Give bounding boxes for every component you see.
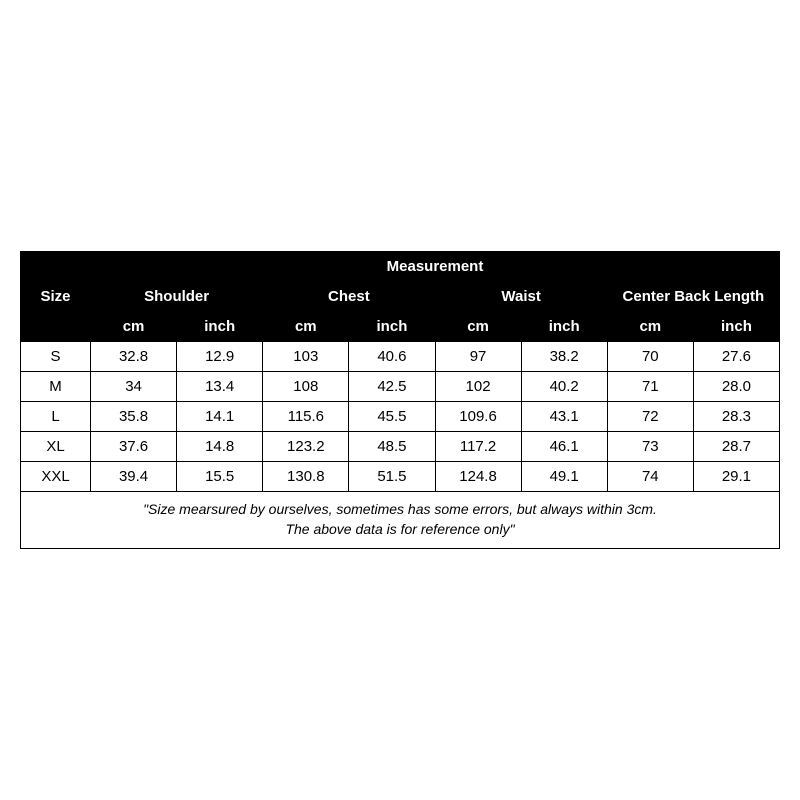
header-unit: inch xyxy=(349,312,435,342)
cell-value: 72 xyxy=(607,402,693,432)
cell-value: 38.2 xyxy=(521,342,607,372)
cell-value: 35.8 xyxy=(91,402,177,432)
header-units-row: cm inch cm inch cm inch cm inch xyxy=(21,312,780,342)
header-group: Center Back Length xyxy=(607,282,779,312)
header-unit: cm xyxy=(263,312,349,342)
cell-value: 74 xyxy=(607,462,693,492)
cell-value: 39.4 xyxy=(91,462,177,492)
header-group: Shoulder xyxy=(91,282,263,312)
cell-size: XL xyxy=(21,432,91,462)
cell-value: 108 xyxy=(263,372,349,402)
cell-value: 29.1 xyxy=(693,462,779,492)
cell-value: 123.2 xyxy=(263,432,349,462)
table-row: XXL 39.4 15.5 130.8 51.5 124.8 49.1 74 2… xyxy=(21,462,780,492)
table-row: M 34 13.4 108 42.5 102 40.2 71 28.0 xyxy=(21,372,780,402)
cell-value: 70 xyxy=(607,342,693,372)
cell-value: 13.4 xyxy=(177,372,263,402)
footnote-cell: "Size mearsured by ourselves, sometimes … xyxy=(21,492,780,548)
footnote-line1: "Size mearsured by ourselves, sometimes … xyxy=(143,501,657,517)
cell-value: 109.6 xyxy=(435,402,521,432)
cell-value: 14.1 xyxy=(177,402,263,432)
cell-value: 27.6 xyxy=(693,342,779,372)
cell-value: 40.6 xyxy=(349,342,435,372)
cell-size: XXL xyxy=(21,462,91,492)
header-group: Chest xyxy=(263,282,435,312)
header-unit: cm xyxy=(91,312,177,342)
cell-value: 45.5 xyxy=(349,402,435,432)
cell-value: 124.8 xyxy=(435,462,521,492)
cell-value: 73 xyxy=(607,432,693,462)
footnote-row: "Size mearsured by ourselves, sometimes … xyxy=(21,492,780,548)
cell-value: 46.1 xyxy=(521,432,607,462)
cell-value: 97 xyxy=(435,342,521,372)
cell-value: 14.8 xyxy=(177,432,263,462)
cell-value: 34 xyxy=(91,372,177,402)
cell-value: 37.6 xyxy=(91,432,177,462)
cell-value: 51.5 xyxy=(349,462,435,492)
cell-value: 103 xyxy=(263,342,349,372)
cell-size: S xyxy=(21,342,91,372)
header-unit: cm xyxy=(607,312,693,342)
cell-size: M xyxy=(21,372,91,402)
cell-value: 42.5 xyxy=(349,372,435,402)
cell-value: 28.7 xyxy=(693,432,779,462)
cell-value: 115.6 xyxy=(263,402,349,432)
cell-value: 71 xyxy=(607,372,693,402)
cell-value: 32.8 xyxy=(91,342,177,372)
table-row: S 32.8 12.9 103 40.6 97 38.2 70 27.6 xyxy=(21,342,780,372)
header-unit: cm xyxy=(435,312,521,342)
cell-value: 102 xyxy=(435,372,521,402)
header-unit: inch xyxy=(693,312,779,342)
cell-value: 40.2 xyxy=(521,372,607,402)
table-row: L 35.8 14.1 115.6 45.5 109.6 43.1 72 28.… xyxy=(21,402,780,432)
size-chart: Size Measurement Shoulder Chest Waist Ce… xyxy=(20,251,780,548)
cell-value: 15.5 xyxy=(177,462,263,492)
header-groups-row: Shoulder Chest Waist Center Back Length xyxy=(21,282,780,312)
header-group: Waist xyxy=(435,282,607,312)
cell-size: L xyxy=(21,402,91,432)
header-unit: inch xyxy=(521,312,607,342)
cell-value: 117.2 xyxy=(435,432,521,462)
size-table: Size Measurement Shoulder Chest Waist Ce… xyxy=(20,251,780,548)
header-unit: inch xyxy=(177,312,263,342)
header-measurement: Measurement xyxy=(91,252,780,282)
cell-value: 28.0 xyxy=(693,372,779,402)
table-body: S 32.8 12.9 103 40.6 97 38.2 70 27.6 M 3… xyxy=(21,342,780,548)
cell-value: 43.1 xyxy=(521,402,607,432)
cell-value: 28.3 xyxy=(693,402,779,432)
cell-value: 49.1 xyxy=(521,462,607,492)
header-size: Size xyxy=(21,252,91,342)
cell-value: 130.8 xyxy=(263,462,349,492)
cell-value: 48.5 xyxy=(349,432,435,462)
table-header: Size Measurement Shoulder Chest Waist Ce… xyxy=(21,252,780,342)
table-row: XL 37.6 14.8 123.2 48.5 117.2 46.1 73 28… xyxy=(21,432,780,462)
cell-value: 12.9 xyxy=(177,342,263,372)
footnote-line2: The above data is for reference only" xyxy=(285,521,514,537)
